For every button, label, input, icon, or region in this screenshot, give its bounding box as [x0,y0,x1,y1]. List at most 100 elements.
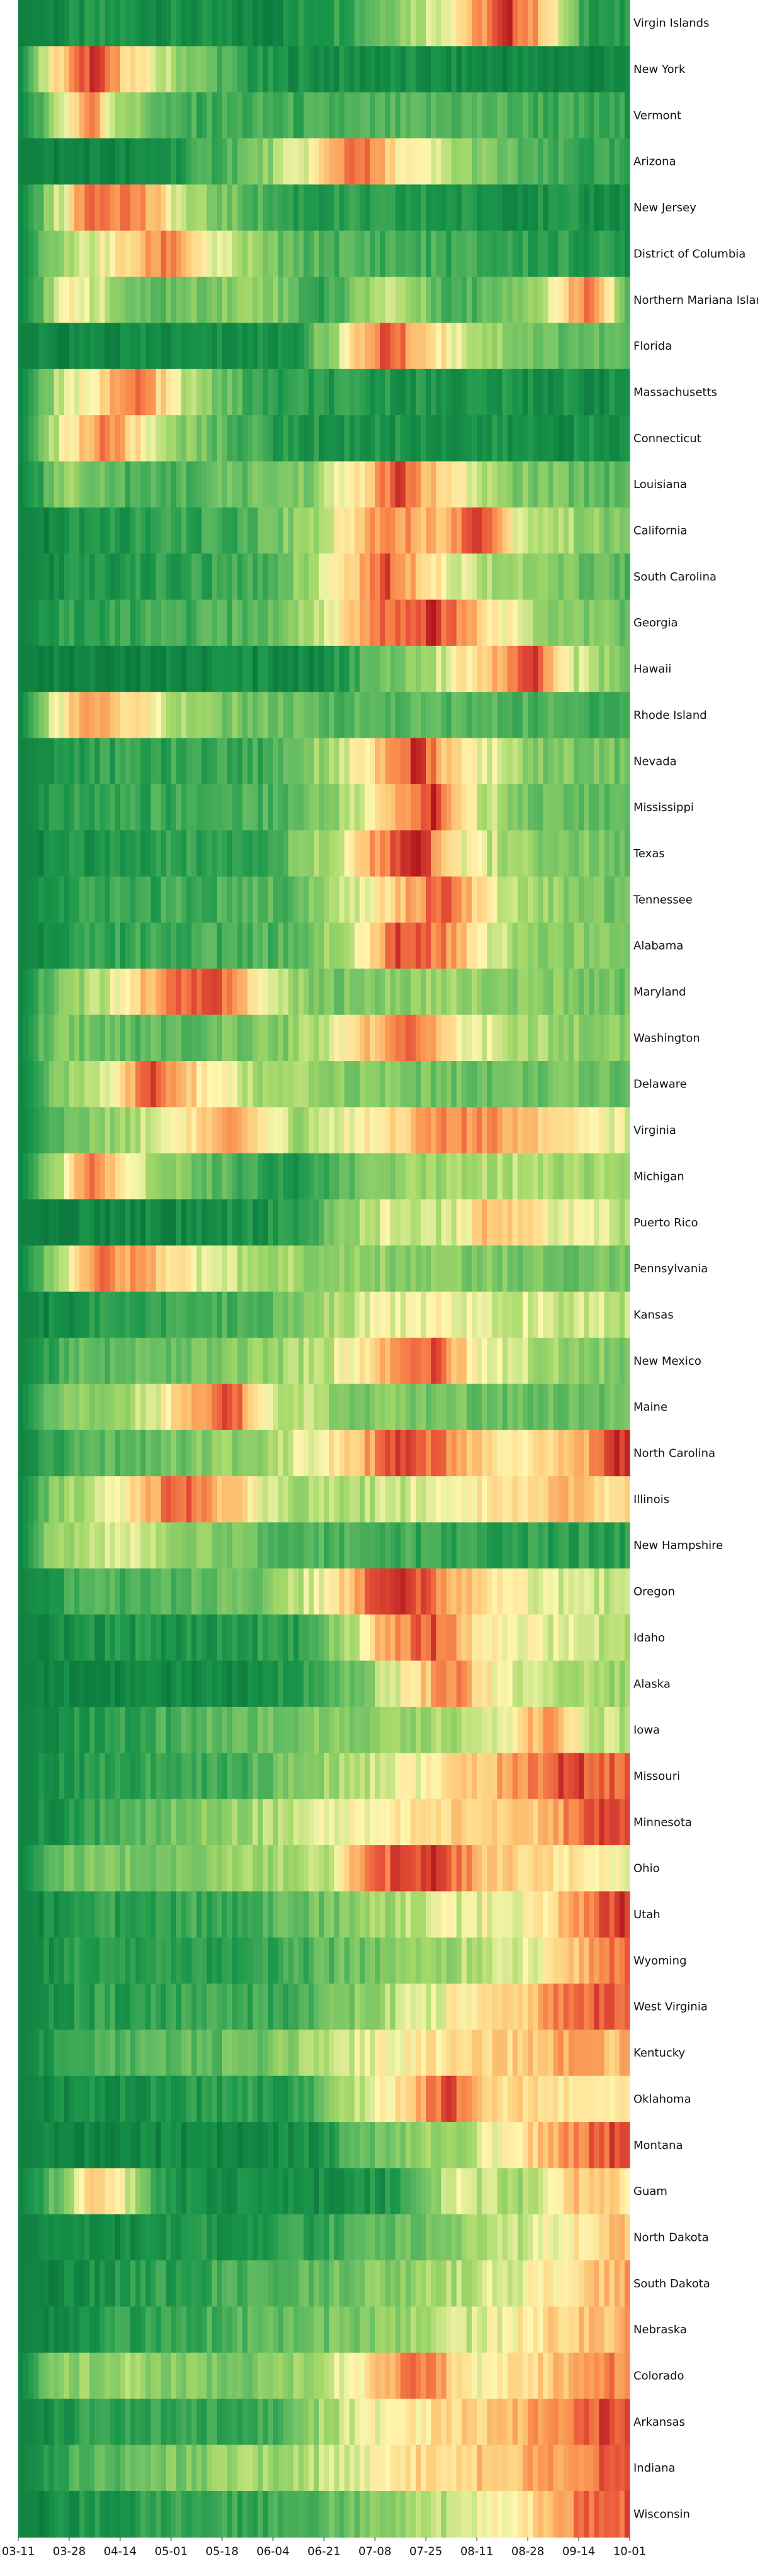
heatmap-cell [38,1706,45,1753]
heatmap-cell [130,1107,136,1154]
heatmap-cell [390,692,396,739]
heatmap-cell [155,0,162,47]
heatmap-cell [23,1199,29,1246]
heatmap-cell [594,553,599,601]
heatmap-cell [558,1706,564,1753]
heatmap-cell [262,415,269,462]
heatmap-cell [497,507,503,554]
heatmap-cell [94,277,101,324]
heatmap-cell [79,692,85,739]
heatmap-cell [140,1476,147,1523]
heatmap-cell [109,553,116,601]
heatmap-cell [150,1107,157,1154]
heatmap-cell [216,692,223,739]
heatmap-cell [94,1153,101,1200]
heatmap-cell [155,1753,162,1800]
heatmap-cell [390,277,396,324]
heatmap-cell [94,1753,101,1800]
heatmap-cell [145,1706,152,1753]
heatmap-cell [380,692,386,739]
heatmap-cell [359,138,365,185]
heatmap-cell [232,46,238,93]
heatmap-cell [405,1061,411,1108]
heatmap-cell [410,277,416,324]
heatmap-cell [584,138,589,185]
heatmap-cell [94,1660,101,1707]
heatmap-cell [614,738,620,785]
heatmap-cell [624,1384,630,1431]
heatmap-cell [130,692,136,739]
heatmap-cell [324,1245,330,1292]
heatmap-cell [33,230,39,277]
heatmap-cell [293,1845,299,1892]
heatmap-cell [410,1245,416,1292]
heatmap-cell [548,1706,554,1753]
heatmap-cell [528,1660,533,1707]
heatmap-cell [375,1199,381,1246]
heatmap-cell [451,553,457,601]
heatmap-cell [318,1061,325,1108]
heatmap-cell [487,1153,493,1200]
heatmap-cell [339,461,345,508]
heatmap-cell [186,1845,192,1892]
heatmap-cell [23,1291,29,1338]
heatmap-cell [502,1706,508,1753]
heatmap-cell [313,46,320,93]
heatmap-cell [594,92,599,139]
heatmap-cell [18,1799,24,1846]
heatmap-cell [589,599,594,647]
heatmap-cell [38,415,45,462]
heatmap-cell [303,1660,309,1707]
heatmap-cell [517,507,523,554]
heatmap-cell [211,1476,218,1523]
heatmap-cell [206,1199,213,1246]
heatmap-cell [395,1706,401,1753]
heatmap-cell [257,1384,264,1431]
heatmap-cell [278,415,284,462]
heatmap-cell [308,1706,315,1753]
heatmap-cell [563,1706,569,1753]
heatmap-cell [553,1014,559,1062]
heatmap-cell [74,1061,80,1108]
heatmap-cell [140,138,147,185]
heatmap-cell [584,1568,589,1615]
heatmap-cell [191,1107,198,1154]
heatmap-cell [599,784,605,831]
heatmap-row [18,369,630,416]
heatmap-cell [461,1338,467,1385]
heatmap-cell [584,1522,589,1569]
heatmap-cell [28,876,34,923]
heatmap-cell [155,1660,162,1707]
heatmap-cell [507,1061,513,1108]
heatmap-cell [451,1799,457,1846]
heatmap-cell [594,876,599,923]
heatmap-cell [573,1430,579,1477]
heatmap-cell [308,461,315,508]
heatmap-cell [375,830,381,877]
heatmap-cell [176,1522,182,1569]
heatmap-cell [262,507,269,554]
heatmap-cell [477,415,482,462]
heatmap-cell [160,969,167,1016]
heatmap-cell [59,1107,65,1154]
heatmap-cell [364,461,371,508]
heatmap-cell [579,1845,584,1892]
heatmap-cell [252,738,259,785]
heatmap-cell [298,1384,304,1431]
heatmap-cell [553,507,559,554]
heatmap-cell [257,1291,264,1338]
heatmap-cell [114,230,121,277]
heatmap-cell [441,1291,447,1338]
heatmap-cell [33,461,39,508]
heatmap-cell [150,1845,157,1892]
heatmap-cell [441,277,447,324]
heatmap-cell [48,1476,55,1523]
heatmap-cell [512,1706,518,1753]
heatmap-cell [191,830,198,877]
heatmap-cell [589,507,594,554]
heatmap-cell [94,1706,101,1753]
heatmap-cell [487,461,493,508]
heatmap-cell [109,645,116,692]
heatmap-cell [181,415,187,462]
heatmap-cell [79,138,85,185]
